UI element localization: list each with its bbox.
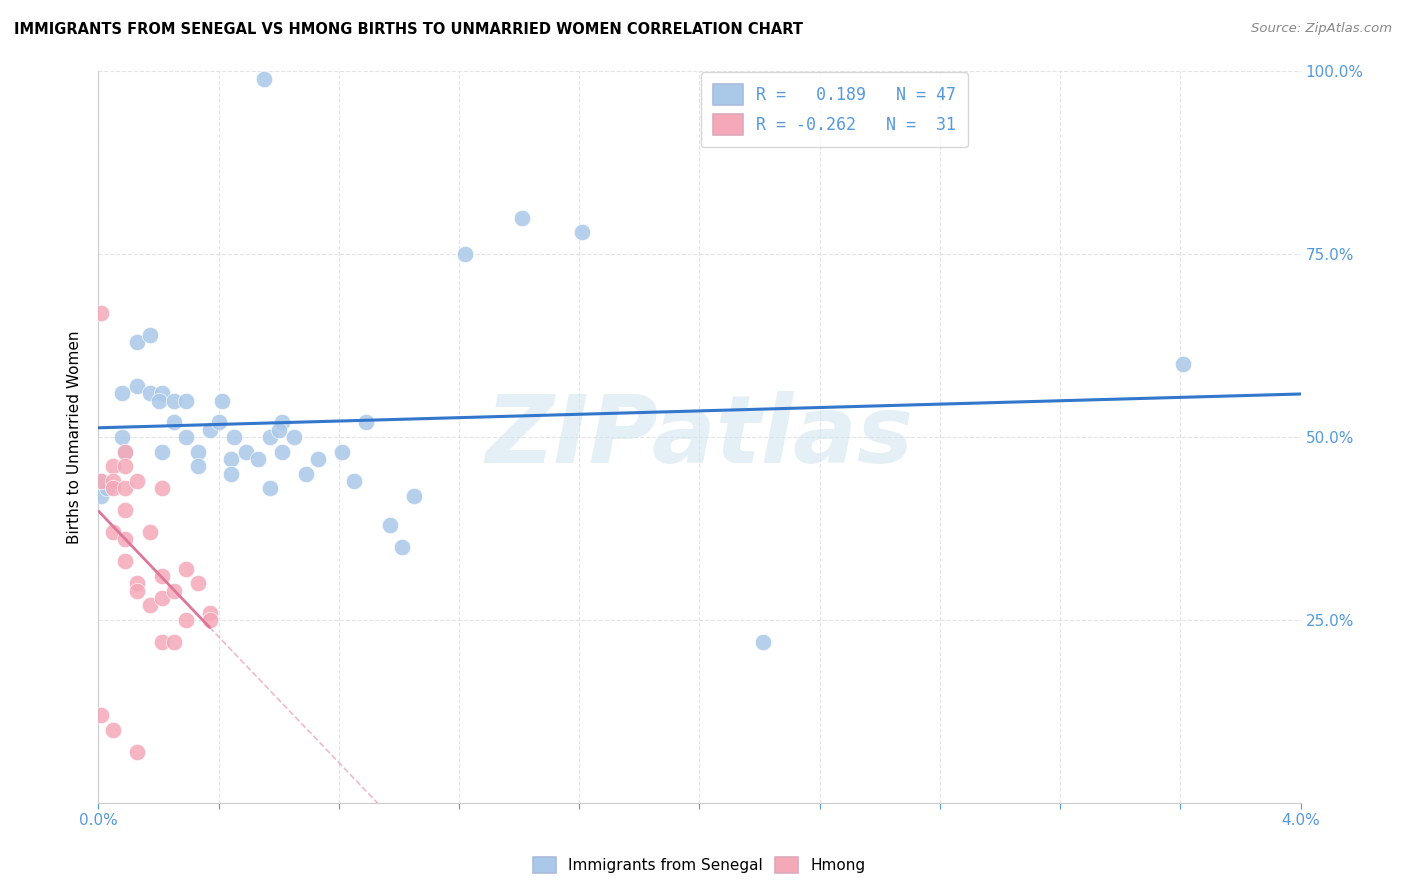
Point bbox=[283, 430, 305, 444]
Point bbox=[138, 599, 160, 613]
Point bbox=[114, 533, 136, 547]
Point bbox=[127, 474, 149, 488]
Text: ZIPatlas: ZIPatlas bbox=[485, 391, 914, 483]
Point bbox=[114, 459, 136, 474]
Point bbox=[294, 467, 316, 481]
Point bbox=[90, 489, 112, 503]
Point bbox=[259, 430, 281, 444]
Point bbox=[150, 569, 173, 583]
Point bbox=[198, 606, 221, 620]
Point bbox=[211, 393, 233, 408]
Point bbox=[148, 393, 170, 408]
Point bbox=[162, 416, 184, 430]
Point bbox=[162, 583, 184, 598]
Point bbox=[267, 423, 290, 437]
Point bbox=[150, 481, 173, 495]
Point bbox=[127, 334, 149, 349]
Point bbox=[208, 416, 231, 430]
Point bbox=[222, 430, 245, 444]
Point bbox=[1173, 357, 1195, 371]
Text: Source: ZipAtlas.com: Source: ZipAtlas.com bbox=[1251, 22, 1392, 36]
Point bbox=[270, 444, 292, 458]
Point bbox=[174, 562, 197, 576]
Point bbox=[454, 247, 477, 261]
Point bbox=[114, 444, 136, 458]
Point bbox=[253, 71, 276, 86]
Point bbox=[219, 452, 242, 467]
Point bbox=[111, 430, 134, 444]
Point bbox=[90, 474, 112, 488]
Point bbox=[138, 525, 160, 540]
Point bbox=[114, 554, 136, 568]
Legend: Immigrants from Senegal, Hmong: Immigrants from Senegal, Hmong bbox=[527, 850, 872, 880]
Point bbox=[103, 459, 125, 474]
Point bbox=[246, 452, 269, 467]
Point bbox=[270, 416, 292, 430]
Point bbox=[150, 635, 173, 649]
Point bbox=[187, 576, 209, 591]
Point bbox=[354, 416, 377, 430]
Point bbox=[235, 444, 257, 458]
Point bbox=[391, 540, 413, 554]
Point bbox=[571, 225, 593, 239]
Point bbox=[162, 393, 184, 408]
Point bbox=[259, 481, 281, 495]
Point bbox=[307, 452, 329, 467]
Point bbox=[111, 386, 134, 401]
Point bbox=[162, 635, 184, 649]
Text: IMMIGRANTS FROM SENEGAL VS HMONG BIRTHS TO UNMARRIED WOMEN CORRELATION CHART: IMMIGRANTS FROM SENEGAL VS HMONG BIRTHS … bbox=[14, 22, 803, 37]
Point bbox=[138, 386, 160, 401]
Point bbox=[187, 444, 209, 458]
Point bbox=[127, 379, 149, 393]
Y-axis label: Births to Unmarried Women: Births to Unmarried Women bbox=[67, 330, 83, 544]
Point bbox=[127, 583, 149, 598]
Point bbox=[174, 393, 197, 408]
Point bbox=[114, 444, 136, 458]
Point bbox=[90, 708, 112, 723]
Point bbox=[103, 525, 125, 540]
Point bbox=[138, 327, 160, 342]
Point bbox=[378, 517, 401, 532]
Point bbox=[150, 444, 173, 458]
Point bbox=[150, 591, 173, 605]
Point bbox=[402, 489, 425, 503]
Point bbox=[90, 306, 112, 320]
Point bbox=[150, 386, 173, 401]
Point bbox=[198, 613, 221, 627]
Point bbox=[127, 745, 149, 759]
Point bbox=[219, 467, 242, 481]
Point bbox=[751, 635, 773, 649]
Point bbox=[114, 481, 136, 495]
Point bbox=[96, 481, 118, 495]
Point bbox=[114, 503, 136, 517]
Point bbox=[174, 430, 197, 444]
Point bbox=[187, 459, 209, 474]
Point bbox=[103, 723, 125, 737]
Point bbox=[330, 444, 353, 458]
Point bbox=[510, 211, 533, 225]
Point bbox=[90, 474, 112, 488]
Point bbox=[174, 613, 197, 627]
Point bbox=[103, 481, 125, 495]
Point bbox=[343, 474, 366, 488]
Point bbox=[103, 474, 125, 488]
Point bbox=[127, 576, 149, 591]
Point bbox=[198, 423, 221, 437]
